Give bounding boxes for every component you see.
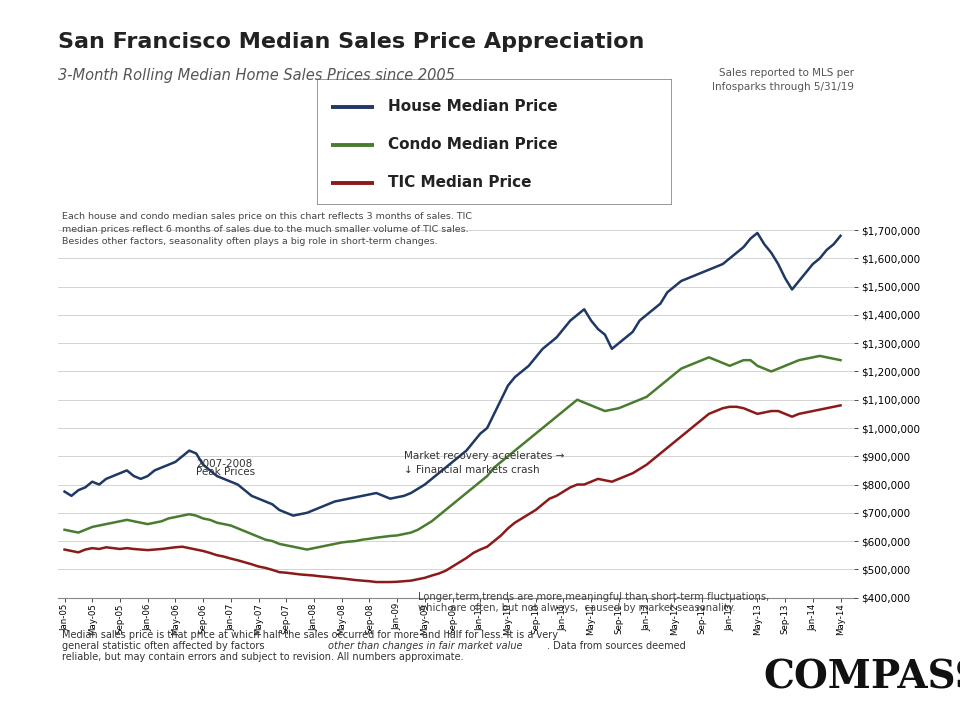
Text: Peak Prices: Peak Prices (196, 467, 255, 477)
Text: Condo Median Price: Condo Median Price (388, 138, 558, 152)
Text: 2007-2008: 2007-2008 (196, 459, 252, 469)
Text: Longer term trends are more meaningful than short-term fluctuations,: Longer term trends are more meaningful t… (418, 592, 769, 602)
Text: San Francisco Median Sales Price Appreciation: San Francisco Median Sales Price Appreci… (58, 32, 644, 53)
Text: House Median Price: House Median Price (388, 99, 558, 114)
Text: TIC Median Price: TIC Median Price (388, 175, 531, 190)
Text: 3-Month Rolling Median Home Sales Prices since 2005: 3-Month Rolling Median Home Sales Prices… (58, 68, 454, 84)
Text: which are often, but not always,  caused by market seasonality.: which are often, but not always, caused … (418, 603, 735, 613)
Text: Sales reported to MLS per
Infosparks through 5/31/19: Sales reported to MLS per Infosparks thr… (712, 68, 854, 92)
Text: . Data from sources deemed: . Data from sources deemed (547, 641, 685, 651)
Text: reliable, but may contain errors and subject to revision. All numbers approximat: reliable, but may contain errors and sub… (62, 652, 464, 662)
Text: general statistic often affected by factors: general statistic often affected by fact… (62, 641, 268, 651)
FancyBboxPatch shape (317, 79, 672, 205)
Text: Market recovery accelerates →
↓ Financial markets crash: Market recovery accelerates → ↓ Financia… (404, 451, 564, 474)
Text: COMPASS: COMPASS (763, 659, 960, 697)
Text: Median sales price is that price at which half the sales occurred for more and h: Median sales price is that price at whic… (62, 630, 559, 640)
Text: other than changes in fair market value: other than changes in fair market value (328, 641, 522, 651)
Text: Each house and condo median sales price on this chart reflects 3 months of sales: Each house and condo median sales price … (62, 212, 472, 246)
